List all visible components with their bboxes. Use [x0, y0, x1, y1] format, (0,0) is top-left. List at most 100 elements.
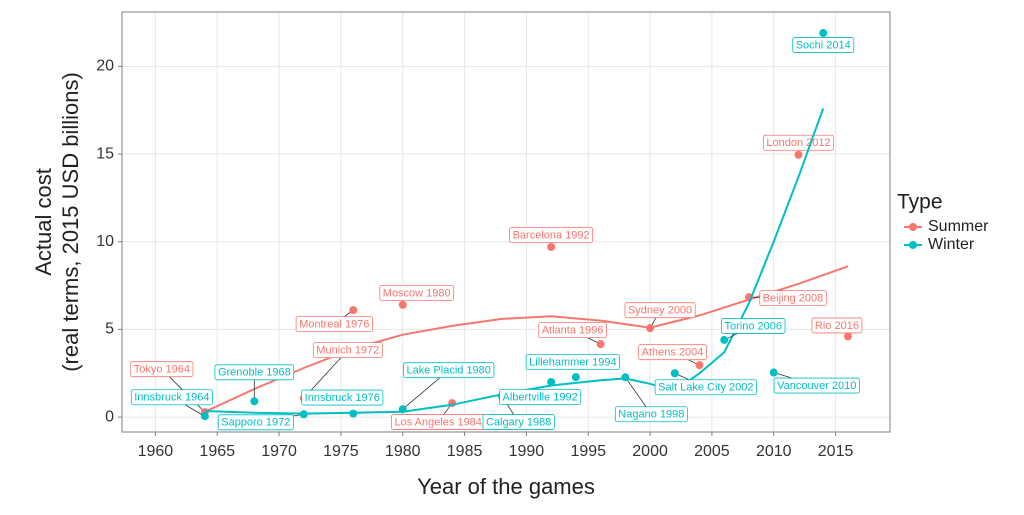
point — [250, 397, 259, 406]
point — [547, 378, 556, 387]
point — [398, 300, 407, 309]
label-box — [295, 316, 373, 333]
point-label: Innsbruck 1976 — [301, 389, 384, 406]
label-box — [538, 322, 607, 339]
label-text: Barcelona 1992 — [513, 229, 590, 241]
label-box — [762, 134, 835, 151]
point-label: Albertville 1992 — [499, 389, 582, 405]
point — [720, 335, 729, 344]
label-text: Calgary 1988 — [486, 416, 551, 428]
label-text: Los Angeles 1984 — [394, 416, 481, 428]
point — [769, 368, 778, 377]
point-label: London 2012 — [762, 134, 835, 151]
legend-key — [909, 223, 917, 231]
label-text: Montreal 1976 — [299, 319, 369, 331]
point-label: Calgary 1988 — [482, 414, 555, 430]
point — [596, 340, 605, 349]
point-label: Munich 1972 — [312, 342, 383, 359]
point-label: Lake Placid 1980 — [403, 362, 495, 379]
label-text: Beijing 2008 — [763, 293, 824, 305]
point-label: Nagano 1998 — [614, 406, 688, 423]
label-text: Salt Lake City 2002 — [658, 382, 753, 394]
x-tick-label: 2000 — [632, 443, 668, 460]
label-box — [624, 302, 696, 319]
y-axis-title: Actual cost — [31, 168, 56, 276]
point-label: Sapporo 1972 — [217, 414, 294, 431]
label-text: Innsbruck 1976 — [305, 392, 380, 404]
x-tick-label: 2015 — [818, 443, 854, 460]
point — [794, 150, 803, 159]
label-box — [217, 414, 294, 431]
label-text: Munich 1972 — [316, 345, 379, 357]
x-tick-label: 1990 — [509, 443, 545, 460]
label-box — [525, 354, 620, 371]
label-box — [614, 406, 688, 423]
y-tick-label: 5 — [105, 321, 114, 338]
label-box — [811, 317, 863, 334]
label-box — [482, 414, 555, 430]
label-text: London 2012 — [766, 137, 830, 149]
y-tick-label: 0 — [105, 408, 114, 425]
point-label: Sochi 2014 — [792, 37, 855, 53]
label-text: Lake Placid 1980 — [407, 365, 491, 377]
label-box — [214, 364, 295, 381]
x-tick-label: 2010 — [756, 443, 792, 460]
x-tick-label: 1965 — [199, 443, 235, 460]
point-label: Tokyo 1964 — [130, 361, 194, 378]
y-tick-label: 10 — [96, 233, 114, 250]
label-box — [759, 290, 827, 307]
label-text: Atlanta 1996 — [542, 325, 604, 337]
x-tick-label: 1960 — [138, 443, 174, 460]
point-label: Barcelona 1992 — [509, 227, 594, 243]
label-box — [654, 379, 757, 396]
point — [398, 405, 407, 414]
point-label: Salt Lake City 2002 — [654, 379, 757, 396]
y-tick-label: 15 — [96, 145, 114, 162]
x-tick-label: 2005 — [694, 443, 730, 460]
label-box — [130, 361, 194, 378]
point-label: Vancouver 2010 — [773, 377, 860, 394]
label-text: Torino 2006 — [725, 320, 783, 332]
label-box — [792, 37, 855, 53]
legend-key — [909, 241, 917, 249]
label-box — [312, 342, 383, 359]
label-box — [638, 344, 707, 361]
x-tick-label: 1985 — [447, 443, 483, 460]
point-label: Grenoble 1968 — [214, 364, 295, 381]
label-box — [130, 389, 213, 406]
label-box — [301, 389, 384, 406]
point-label: Montreal 1976 — [295, 316, 373, 333]
label-text: Sochi 2014 — [796, 39, 851, 51]
label-box — [773, 377, 860, 394]
label-text: Sydney 2000 — [628, 305, 692, 317]
point — [621, 373, 630, 382]
point-label: Innsbruck 1964 — [130, 389, 213, 406]
x-axis-title: Year of the games — [417, 474, 595, 499]
label-text: Lillehammer 1994 — [529, 357, 616, 369]
label-text: Athens 2004 — [642, 347, 704, 359]
label-text: Rio 2016 — [815, 320, 859, 332]
point — [646, 324, 655, 333]
legend-title: Type — [897, 191, 943, 214]
x-tick-label: 1995 — [570, 443, 606, 460]
label-box — [509, 227, 594, 243]
point-label: Rio 2016 — [811, 317, 863, 334]
point-label: Torino 2006 — [721, 318, 786, 334]
label-box — [403, 362, 495, 379]
y-axis-title: (real terms, 2015 USD billions) — [58, 72, 83, 372]
legend-label: Summer — [928, 218, 989, 235]
plot-border — [121, 11, 891, 433]
x-tick-label: 1970 — [261, 443, 297, 460]
point — [349, 409, 358, 418]
point-label: Moscow 1980 — [379, 284, 455, 301]
point-label: Atlanta 1996 — [538, 322, 607, 339]
point — [349, 306, 358, 315]
y-tick-label: 20 — [96, 58, 114, 75]
smooth-line — [204, 108, 825, 415]
x-tick-label: 1980 — [385, 443, 421, 460]
point — [571, 373, 580, 382]
point-label: Sydney 2000 — [624, 302, 696, 319]
label-text: Nagano 1998 — [618, 409, 684, 421]
label-text: Tokyo 1964 — [134, 364, 190, 376]
